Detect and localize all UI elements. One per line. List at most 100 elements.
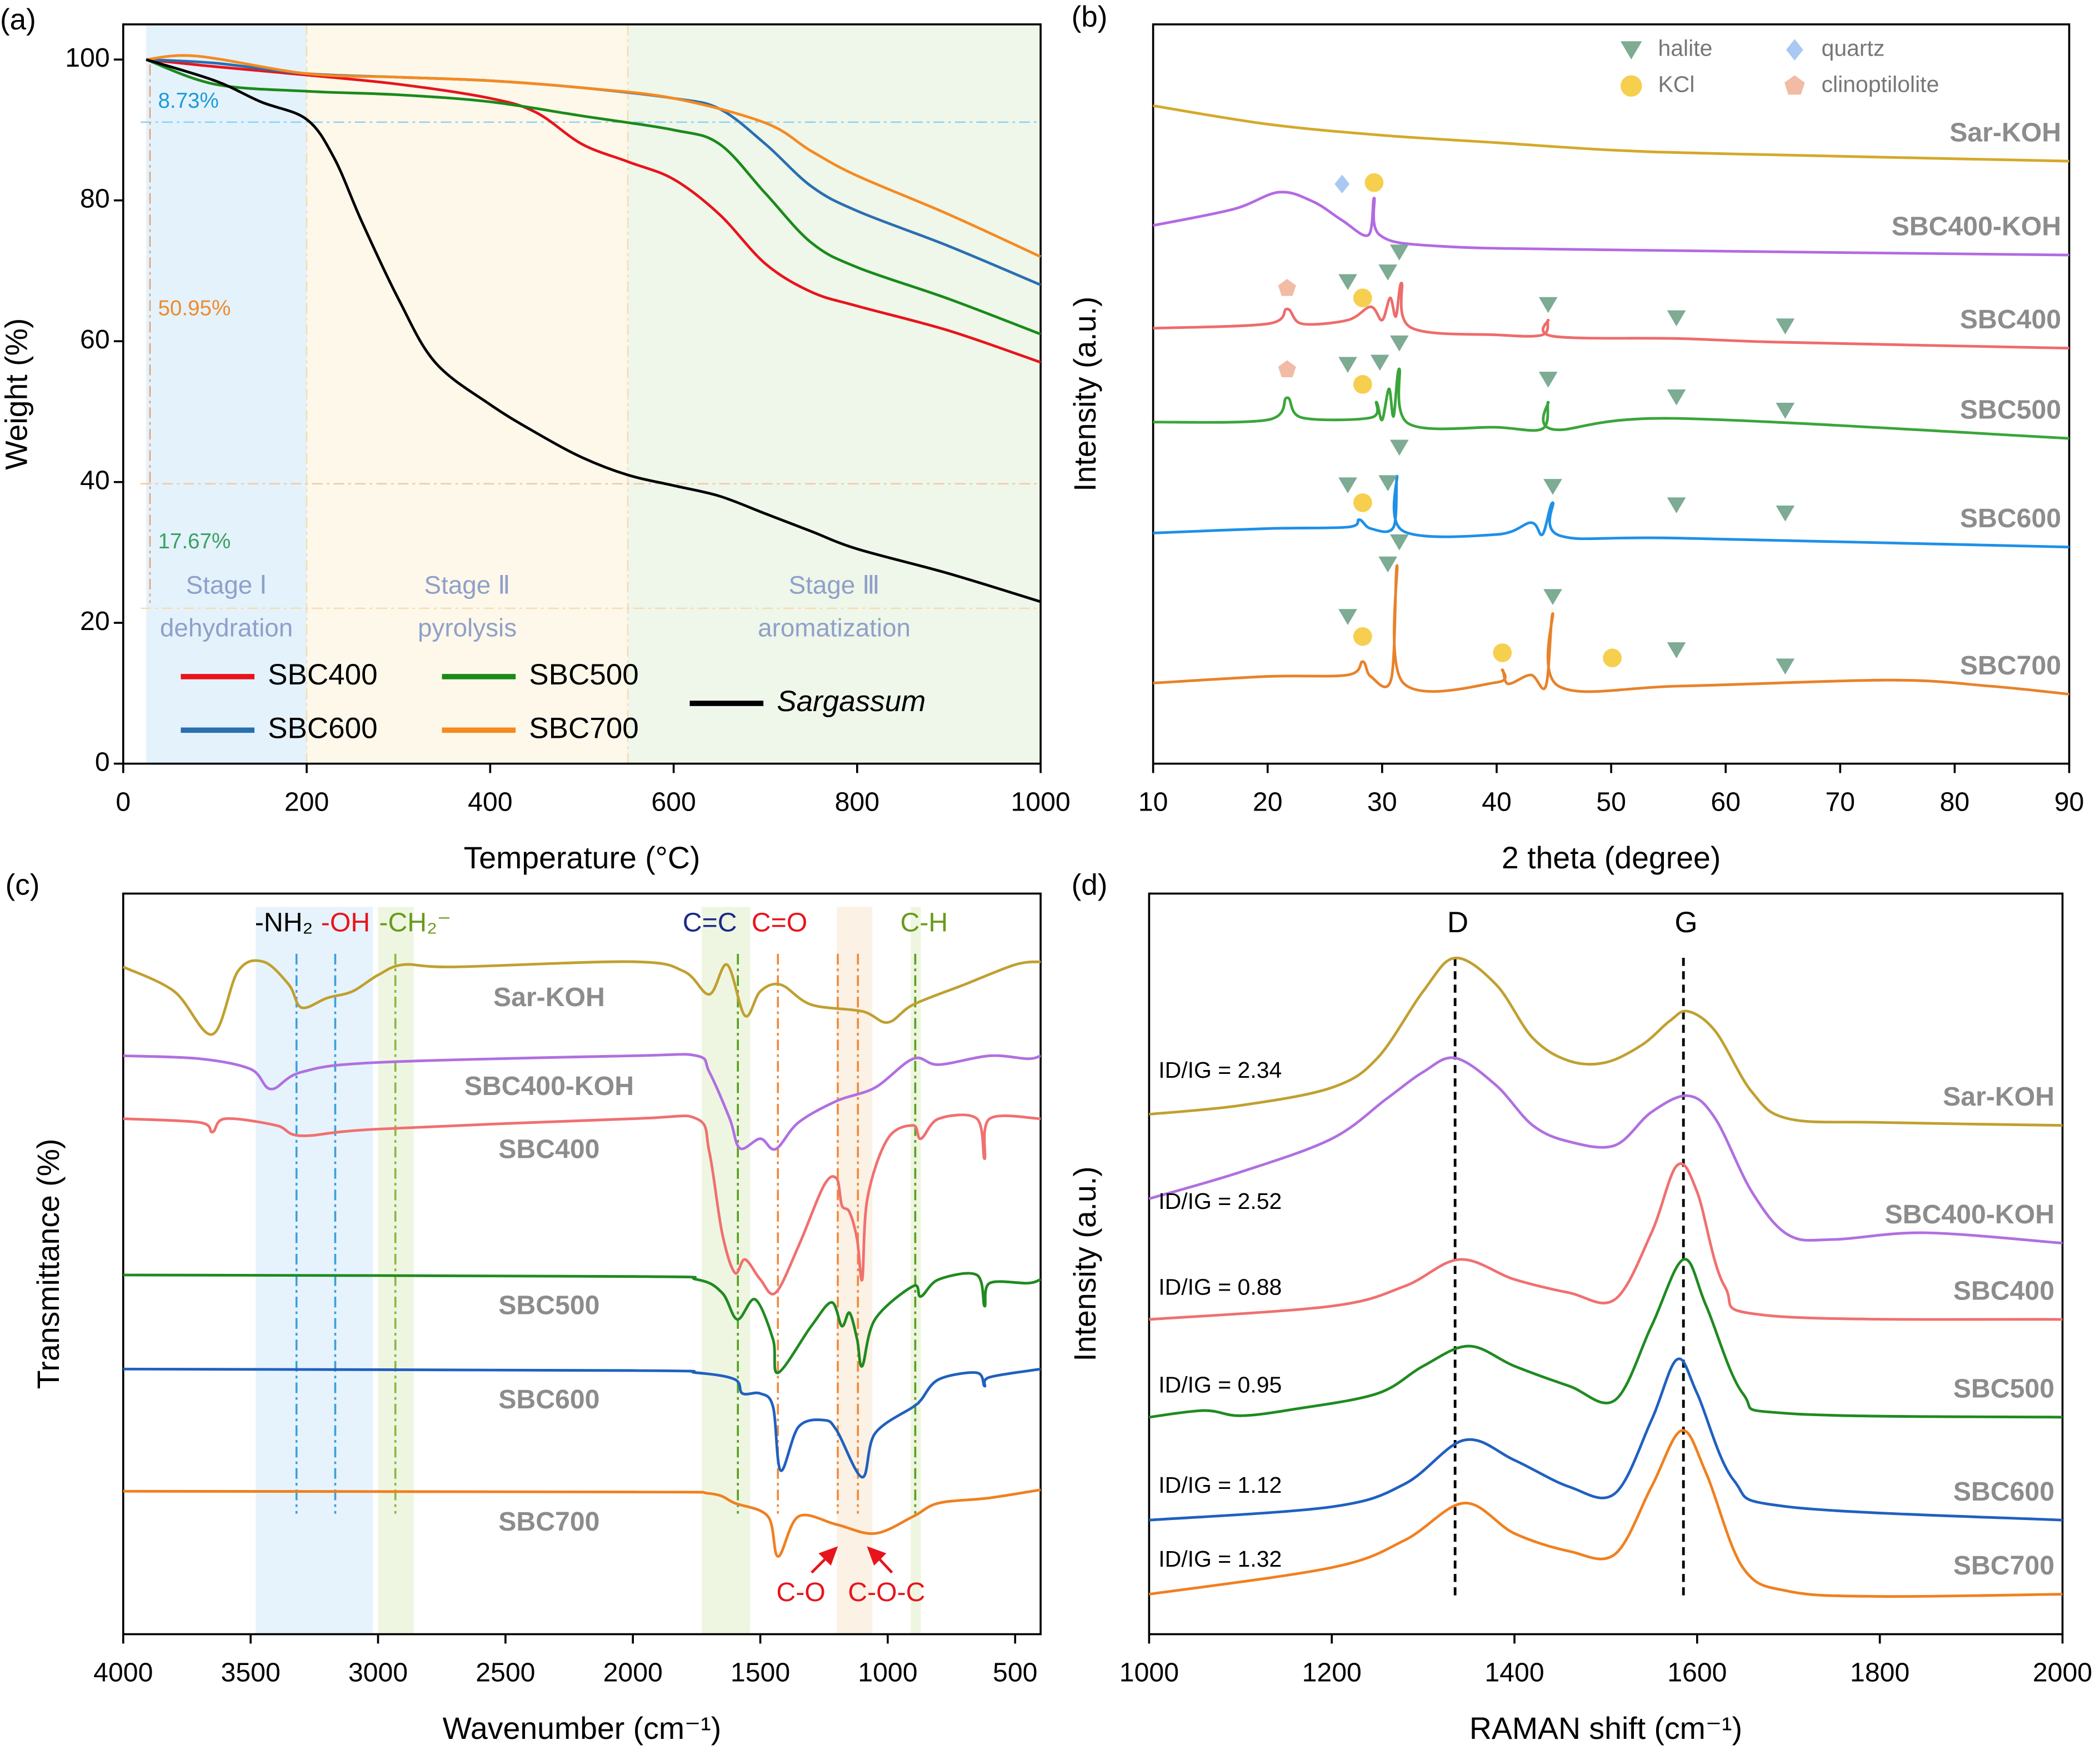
- data-line: [1153, 564, 2069, 696]
- y-axis-label: Weight (%): [0, 318, 33, 470]
- x-tick-label: 80: [1940, 787, 1970, 817]
- annotation: -CH₂⁻: [379, 908, 451, 938]
- legend-label: SBC400: [268, 658, 377, 691]
- x-tick-label: 40: [1482, 787, 1512, 817]
- phase-marker: [1338, 609, 1357, 625]
- phase-marker: [1378, 264, 1398, 281]
- legend-marker: [1786, 39, 1803, 61]
- data-line: [123, 1113, 1041, 1296]
- plot-frame: [122, 23, 1042, 765]
- x-tick-label: 2000: [603, 1658, 663, 1688]
- series-label: SBC600: [1960, 503, 2061, 533]
- phase-marker: [1667, 389, 1686, 406]
- x-tick-label: 600: [651, 787, 696, 817]
- data-line: [1153, 474, 2069, 549]
- series-label: SBC400-KOH: [1892, 212, 2061, 242]
- x-tick-label: 400: [468, 787, 512, 817]
- series-label: Sar-KOH: [493, 982, 605, 1012]
- y-tick-label: 100: [65, 43, 109, 73]
- phase-marker: [1538, 372, 1558, 388]
- phase-marker: [1378, 475, 1398, 492]
- phase-marker: [1776, 403, 1795, 419]
- panel-label: (d): [1072, 868, 1108, 901]
- x-tick-label: 500: [993, 1658, 1037, 1688]
- plot-frame: [122, 892, 1042, 1636]
- annotation: ID/IG = 0.88: [1158, 1274, 1282, 1299]
- x-axis-label: RAMAN shift (cm⁻¹): [1469, 1711, 1742, 1746]
- data-line: [1149, 1162, 2063, 1321]
- stage-note: dehydration: [160, 614, 293, 642]
- x-tick-label: 90: [2054, 787, 2084, 817]
- annotation: C=C: [683, 908, 737, 938]
- x-tick-label: 1500: [731, 1658, 790, 1688]
- phase-marker: [1334, 174, 1350, 194]
- stage-region: [628, 24, 1041, 764]
- phase-marker: [1776, 658, 1795, 675]
- x-tick-label: 1000: [1119, 1658, 1179, 1688]
- annotation: C=O: [752, 908, 807, 938]
- legend-label: Sargassum: [777, 685, 926, 718]
- legend-label: SBC600: [268, 712, 377, 744]
- y-axis-label: Intensity (a.u.): [1068, 1166, 1102, 1361]
- phase-marker: [1667, 642, 1686, 658]
- x-tick-label: 1400: [1484, 1658, 1544, 1688]
- stage-label: Stage Ⅰ: [186, 571, 267, 599]
- annotation: C-O-C: [848, 1577, 925, 1607]
- phase-marker: [1538, 297, 1558, 313]
- annotation: C-H: [901, 908, 948, 938]
- phase-marker: [1543, 589, 1562, 606]
- y-tick-label: 60: [80, 324, 110, 354]
- phase-marker: [1667, 497, 1686, 514]
- legend-marker: [1620, 75, 1642, 97]
- x-tick-label: 60: [1711, 787, 1741, 817]
- legend-label: KCl: [1658, 72, 1694, 97]
- x-axis-label: Temperature (°C): [464, 841, 701, 875]
- series-label: SBC400-KOH: [464, 1071, 634, 1101]
- series-label: SBC500: [1960, 395, 2061, 425]
- series-label: SBC700: [1953, 1551, 2054, 1581]
- band-region: [256, 907, 373, 1634]
- x-tick-label: 1000: [858, 1658, 917, 1688]
- legend-marker: [1620, 41, 1642, 60]
- phase-marker: [1338, 357, 1357, 373]
- stage-label: Stage Ⅲ: [789, 571, 880, 599]
- x-tick-label: 200: [284, 787, 329, 817]
- legend-label: clinoptilolite: [1822, 72, 1939, 97]
- y-tick-label: 0: [95, 747, 110, 777]
- data-line: [123, 1488, 1041, 1558]
- stage-label: Stage Ⅱ: [424, 571, 511, 599]
- data-line: [1149, 956, 2063, 1127]
- phase-marker: [1667, 310, 1686, 327]
- data-line: [146, 54, 1042, 258]
- data-line: [1153, 282, 2069, 350]
- data-line: [122, 959, 1041, 1036]
- series-label: SBC600: [498, 1384, 599, 1414]
- x-tick-label: 3000: [348, 1658, 408, 1688]
- x-tick-label: 1600: [1667, 1658, 1727, 1688]
- annotation: ID/IG = 2.34: [1158, 1057, 1282, 1083]
- data-line: [1148, 1056, 2063, 1245]
- phase-marker: [1603, 648, 1622, 668]
- legend-marker: [1784, 75, 1805, 95]
- x-tick-label: 1800: [1850, 1658, 1909, 1688]
- phase-marker: [1389, 534, 1409, 551]
- data-line: [1149, 1258, 2063, 1419]
- series-label: SBC500: [498, 1291, 599, 1321]
- x-tick-label: 1000: [1011, 787, 1071, 817]
- x-tick-label: 30: [1367, 787, 1397, 817]
- y-tick-label: 40: [80, 465, 110, 495]
- annotation: -OH: [321, 908, 370, 938]
- phase-marker: [1353, 375, 1372, 394]
- y-tick-label: 20: [80, 606, 110, 636]
- phase-marker: [1338, 274, 1357, 291]
- annotation: 8.73%: [158, 89, 218, 113]
- phase-marker: [1378, 556, 1398, 573]
- series-label: SBC600: [1953, 1477, 2054, 1507]
- phase-marker: [1389, 439, 1409, 456]
- y-axis-label: Transmittance (%): [31, 1139, 66, 1389]
- series-label: Sar-KOH: [1943, 1082, 2054, 1112]
- data-line: [1149, 1357, 2063, 1522]
- series-label: SBC700: [498, 1507, 599, 1537]
- panel-label: (b): [1072, 1, 1108, 33]
